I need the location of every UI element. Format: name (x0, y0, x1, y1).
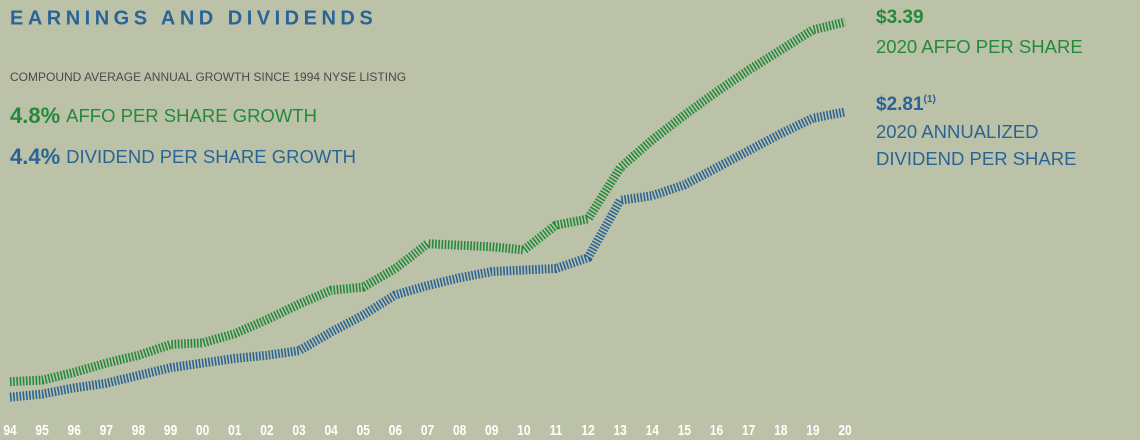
x-tick-label: 96 (68, 422, 82, 439)
chart-title: EARNINGS AND DIVIDENDS (10, 7, 377, 29)
x-tick-label: 01 (228, 422, 242, 439)
value-label-text: $3.39 (876, 7, 924, 28)
end-label: 2020 AFFO PER SHARE (876, 36, 1083, 57)
x-tick-label: 99 (164, 422, 178, 439)
growth-value: 4.4% (10, 144, 60, 169)
x-tick-label: 02 (260, 422, 274, 439)
x-tick-label: 94 (3, 422, 17, 439)
growth-value: 4.8% (10, 103, 60, 128)
x-tick-label: 07 (421, 422, 434, 439)
x-tick-label: 10 (517, 422, 530, 439)
x-tick-label: 09 (485, 422, 499, 439)
value-label-text: $2.81 (876, 94, 924, 115)
value-label: $3.39 (876, 7, 924, 28)
end-label: 2020 ANNUALIZED (876, 121, 1038, 142)
x-tick-label: 14 (646, 422, 660, 439)
x-tick-label: 05 (357, 422, 371, 439)
x-tick-label: 19 (806, 422, 820, 439)
end-label: DIVIDEND PER SHARE (876, 148, 1076, 169)
x-tick-label: 95 (35, 422, 49, 439)
footnote-mark: (1) (924, 94, 936, 105)
series-line (9, 107, 846, 402)
growth-text: AFFO PER SHARE GROWTH (66, 105, 317, 126)
x-tick-label: 97 (100, 422, 113, 439)
x-tick-label: 18 (774, 422, 788, 439)
growth-text: DIVIDEND PER SHARE GROWTH (66, 146, 356, 167)
value-label: $2.81(1) (876, 94, 936, 115)
x-tick-label: 11 (550, 422, 563, 439)
x-tick-label: 13 (614, 422, 628, 439)
x-tick-label: 20 (838, 422, 851, 439)
subtitle: COMPOUND AVERAGE ANNUAL GROWTH SINCE 199… (10, 70, 406, 84)
growth-annotation: 4.8% AFFO PER SHARE GROWTH (10, 103, 317, 128)
x-tick-label: 17 (742, 422, 755, 439)
x-tick-label: 00 (196, 422, 209, 439)
x-tick-label: 98 (132, 422, 146, 439)
growth-annotation: 4.4% DIVIDEND PER SHARE GROWTH (10, 144, 356, 169)
x-tick-label: 08 (453, 422, 467, 439)
x-tick-label: 03 (292, 422, 306, 439)
x-tick-label: 06 (389, 422, 403, 439)
x-tick-label: 15 (678, 422, 692, 439)
x-tick-label: 12 (581, 422, 595, 439)
x-tick-label: 04 (324, 422, 338, 439)
x-tick-label: 16 (710, 422, 724, 439)
